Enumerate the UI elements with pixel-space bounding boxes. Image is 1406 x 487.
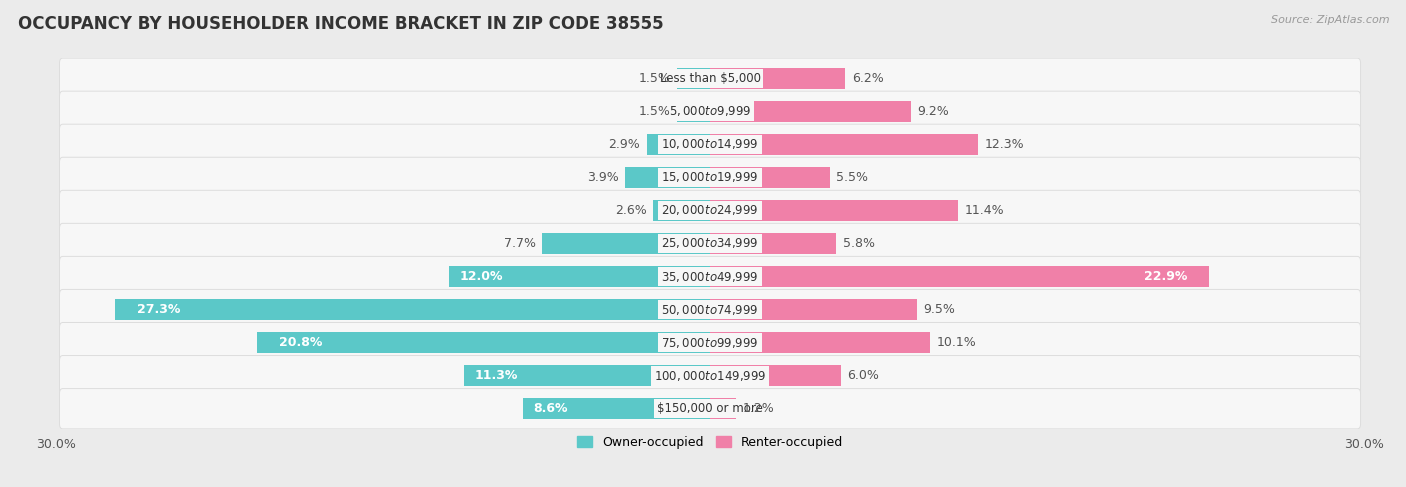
FancyBboxPatch shape: [59, 91, 1361, 131]
Text: 2.9%: 2.9%: [609, 138, 640, 151]
Text: $25,000 to $34,999: $25,000 to $34,999: [661, 237, 759, 250]
Text: 12.3%: 12.3%: [984, 138, 1024, 151]
Text: Less than $5,000: Less than $5,000: [659, 72, 761, 85]
Bar: [654, 200, 710, 221]
FancyBboxPatch shape: [59, 224, 1361, 263]
Text: 1.2%: 1.2%: [742, 402, 775, 415]
FancyBboxPatch shape: [59, 322, 1361, 363]
Text: $100,000 to $149,999: $100,000 to $149,999: [654, 369, 766, 383]
Bar: [710, 233, 837, 254]
Bar: [678, 101, 710, 122]
FancyBboxPatch shape: [59, 289, 1361, 330]
Bar: [710, 167, 830, 187]
FancyBboxPatch shape: [59, 389, 1361, 429]
Bar: [449, 266, 710, 287]
Bar: [710, 200, 959, 221]
Text: 12.0%: 12.0%: [460, 270, 503, 283]
Text: $150,000 or more: $150,000 or more: [657, 402, 763, 415]
Bar: [710, 266, 1209, 287]
Text: Source: ZipAtlas.com: Source: ZipAtlas.com: [1271, 15, 1389, 25]
Bar: [257, 333, 710, 353]
Bar: [115, 300, 710, 320]
FancyBboxPatch shape: [59, 356, 1361, 396]
Text: 11.4%: 11.4%: [965, 204, 1005, 217]
Legend: Owner-occupied, Renter-occupied: Owner-occupied, Renter-occupied: [572, 431, 848, 454]
Bar: [464, 365, 710, 386]
Text: 22.9%: 22.9%: [1144, 270, 1187, 283]
Text: 1.5%: 1.5%: [638, 72, 671, 85]
Text: $5,000 to $9,999: $5,000 to $9,999: [669, 104, 751, 118]
Text: 5.5%: 5.5%: [837, 171, 869, 184]
Bar: [710, 101, 911, 122]
Text: 10.1%: 10.1%: [936, 336, 976, 349]
Text: 5.8%: 5.8%: [844, 237, 875, 250]
Bar: [626, 167, 710, 187]
Text: $50,000 to $74,999: $50,000 to $74,999: [661, 302, 759, 317]
Bar: [543, 233, 710, 254]
Text: $10,000 to $14,999: $10,000 to $14,999: [661, 137, 759, 151]
Text: 9.2%: 9.2%: [917, 105, 949, 118]
Text: 9.5%: 9.5%: [924, 303, 956, 316]
Bar: [710, 68, 845, 89]
Text: $75,000 to $99,999: $75,000 to $99,999: [661, 336, 759, 350]
Text: 8.6%: 8.6%: [533, 402, 568, 415]
Text: 11.3%: 11.3%: [475, 369, 517, 382]
Text: 7.7%: 7.7%: [503, 237, 536, 250]
Text: 2.6%: 2.6%: [614, 204, 647, 217]
Text: $35,000 to $49,999: $35,000 to $49,999: [661, 269, 759, 283]
Bar: [647, 134, 710, 154]
Bar: [710, 300, 917, 320]
Bar: [523, 398, 710, 419]
Text: $20,000 to $24,999: $20,000 to $24,999: [661, 204, 759, 218]
Bar: [710, 134, 979, 154]
FancyBboxPatch shape: [59, 124, 1361, 165]
Bar: [710, 398, 737, 419]
Text: $15,000 to $19,999: $15,000 to $19,999: [661, 170, 759, 185]
Bar: [678, 68, 710, 89]
FancyBboxPatch shape: [59, 157, 1361, 198]
Text: 1.5%: 1.5%: [638, 105, 671, 118]
FancyBboxPatch shape: [59, 58, 1361, 98]
Bar: [710, 333, 931, 353]
FancyBboxPatch shape: [59, 256, 1361, 297]
Text: 27.3%: 27.3%: [136, 303, 180, 316]
Text: 6.0%: 6.0%: [848, 369, 879, 382]
Text: 6.2%: 6.2%: [852, 72, 883, 85]
Text: 20.8%: 20.8%: [278, 336, 322, 349]
Text: OCCUPANCY BY HOUSEHOLDER INCOME BRACKET IN ZIP CODE 38555: OCCUPANCY BY HOUSEHOLDER INCOME BRACKET …: [18, 15, 664, 33]
FancyBboxPatch shape: [59, 190, 1361, 231]
Text: 3.9%: 3.9%: [586, 171, 619, 184]
Bar: [710, 365, 841, 386]
